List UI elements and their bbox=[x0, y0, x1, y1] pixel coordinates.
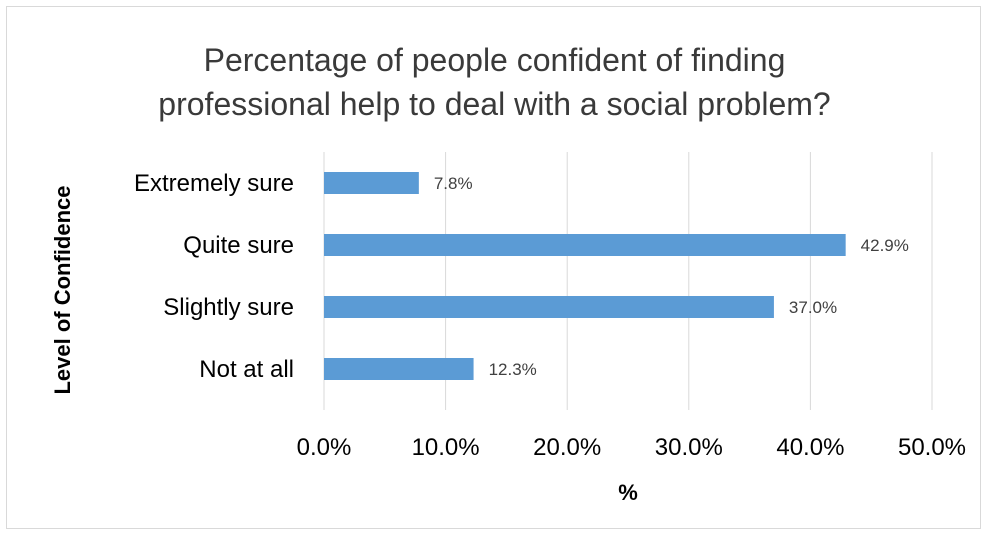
category-label: Not at all bbox=[199, 356, 294, 383]
x-axis-label: % bbox=[618, 480, 638, 505]
chart-frame bbox=[6, 6, 981, 529]
category-label: Slightly sure bbox=[163, 294, 294, 321]
x-tick-label: 40.0% bbox=[776, 434, 844, 461]
bar bbox=[324, 296, 774, 318]
chart-title: Percentage of people confident of findin… bbox=[158, 42, 831, 122]
category-label: Extremely sure bbox=[134, 170, 294, 197]
data-label: 37.0% bbox=[789, 298, 837, 317]
x-tick-label: 50.0% bbox=[898, 434, 966, 461]
data-label: 42.9% bbox=[861, 236, 909, 255]
x-tick-label: 30.0% bbox=[655, 434, 723, 461]
bar bbox=[324, 172, 419, 194]
bar bbox=[324, 358, 474, 380]
data-label: 7.8% bbox=[434, 174, 473, 193]
data-label: 12.3% bbox=[489, 360, 537, 379]
x-tick-label: 20.0% bbox=[533, 434, 601, 461]
x-tick-label: 0.0% bbox=[297, 434, 352, 461]
category-label: Quite sure bbox=[183, 232, 294, 259]
bar bbox=[324, 234, 846, 256]
x-tick-label: 10.0% bbox=[412, 434, 480, 461]
